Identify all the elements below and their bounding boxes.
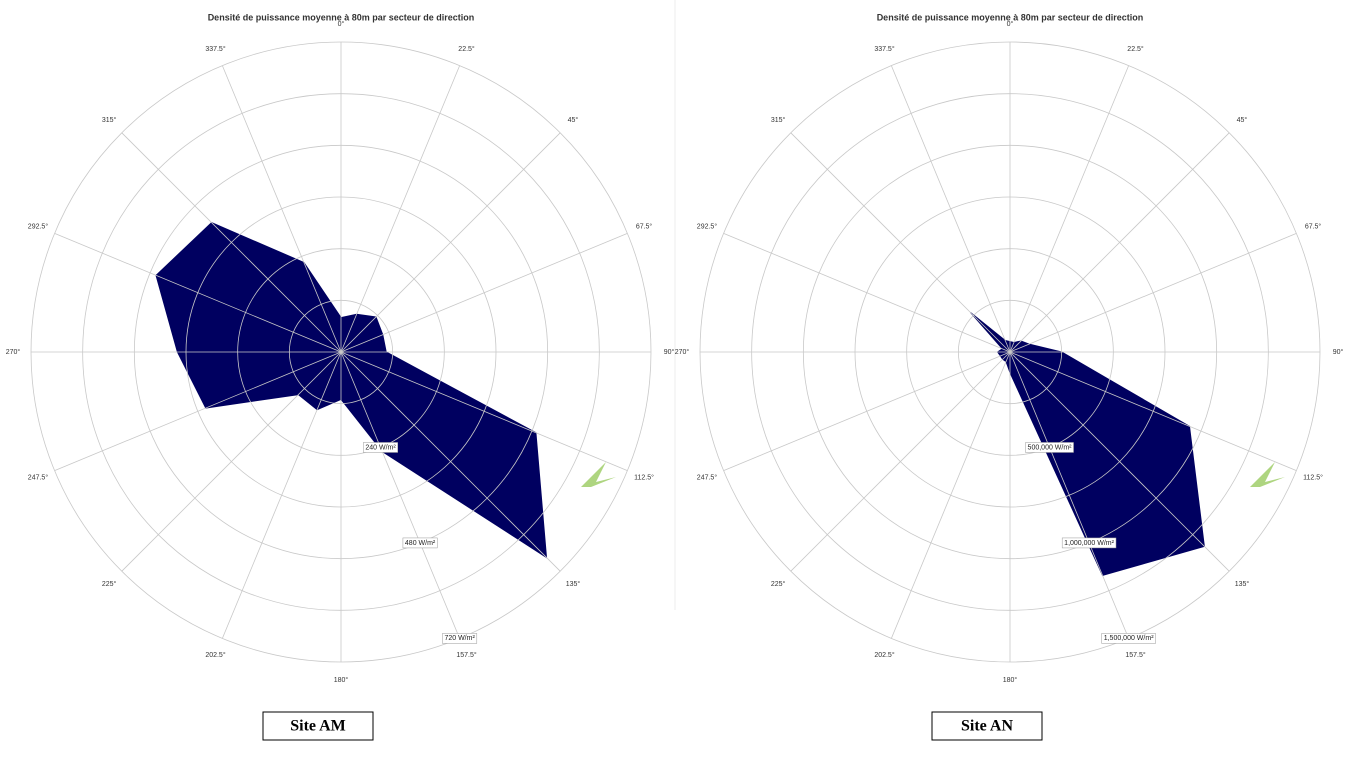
radial-tick-label: 1,500,000 W/m² (1104, 635, 1154, 642)
label-bg (402, 537, 438, 549)
direction-label: 45° (568, 116, 579, 124)
direction-label: 315° (102, 116, 117, 124)
direction-label: 157.5° (456, 651, 477, 659)
spoke (790, 351, 1011, 572)
label-bg (363, 442, 398, 453)
logo (1250, 462, 1285, 487)
logo (581, 462, 616, 487)
radial-tick-label: 500,000 W/m² (1028, 444, 1073, 451)
direction-label: 225° (102, 580, 117, 588)
direction-label: 22.5° (458, 45, 475, 53)
spoke (790, 132, 1011, 353)
radial-tick-label: 480 W/m² (405, 540, 436, 547)
spoke (221, 351, 342, 639)
spoke (1009, 232, 1297, 353)
spoke (1009, 351, 1297, 472)
radial-label: 720 W/m² (442, 633, 478, 644)
spoke (121, 132, 342, 353)
direction-label: 67.5° (1305, 222, 1322, 230)
direction-label: 180° (334, 676, 349, 684)
spoke (723, 351, 1011, 472)
radial-label: 1,500,000 W/m² (1101, 633, 1156, 644)
caption: Site AN (961, 718, 1013, 735)
label-bg (1061, 537, 1117, 549)
radial-label: 1,000,000 W/m² (1061, 537, 1117, 549)
direction-label: 67.5° (636, 222, 653, 230)
direction-label: 135° (1235, 580, 1250, 588)
spoke (121, 351, 342, 572)
chart-title: Densité de puissance moyenne à 80m par s… (208, 12, 475, 22)
radial-tick-label: 720 W/m² (444, 635, 475, 642)
direction-label: 315° (771, 116, 786, 124)
direction-label: 0° (338, 20, 345, 28)
direction-label: 135° (566, 580, 581, 588)
direction-label: 247.5° (28, 473, 49, 481)
spoke (890, 351, 1011, 639)
radial-tick-label: 1,000,000 W/m² (1064, 540, 1114, 547)
spoke (723, 232, 1011, 353)
direction-label: 0° (1007, 20, 1014, 28)
spoke (340, 351, 461, 639)
spoke (340, 232, 628, 353)
direction-label: 337.5° (205, 45, 226, 53)
spoke (340, 351, 561, 572)
direction-label: 112.5° (1303, 473, 1323, 481)
spoke (340, 65, 461, 353)
direction-label: 292.5° (697, 222, 718, 230)
direction-label: 270° (675, 348, 690, 356)
label-bg (1101, 633, 1156, 644)
caption: Site AM (290, 718, 346, 735)
radial-label: 500,000 W/m² (1025, 442, 1074, 453)
direction-label: 90° (664, 348, 675, 356)
spoke (340, 132, 561, 353)
direction-label: 22.5° (1127, 45, 1144, 53)
direction-label: 157.5° (1125, 651, 1146, 659)
direction-label: 202.5° (874, 651, 895, 659)
caption-box (262, 711, 374, 741)
spoke (890, 65, 1011, 353)
direction-label: 45° (1237, 116, 1248, 124)
spoke (54, 351, 342, 472)
direction-label: 337.5° (874, 45, 895, 53)
direction-label: 202.5° (205, 651, 226, 659)
radial-tick-label: 240 W/m² (365, 444, 396, 451)
direction-label: 247.5° (697, 473, 718, 481)
label-bg (442, 633, 478, 644)
chart-title: Densité de puissance moyenne à 80m par s… (877, 12, 1144, 22)
data-area (155, 222, 548, 559)
radial-label: 480 W/m² (402, 537, 438, 549)
spoke (54, 232, 342, 353)
spoke (221, 65, 342, 353)
spoke (1009, 351, 1130, 639)
direction-label: 225° (771, 580, 786, 588)
spoke (1009, 132, 1230, 353)
spoke (340, 351, 628, 472)
spoke (1009, 65, 1130, 353)
direction-label: 270° (6, 348, 21, 356)
direction-label: 112.5° (634, 473, 654, 481)
spoke (1009, 351, 1230, 572)
direction-label: 90° (1333, 348, 1344, 356)
label-bg (1025, 442, 1074, 453)
caption-box (931, 711, 1043, 741)
direction-label: 180° (1003, 676, 1018, 684)
radial-label: 240 W/m² (363, 442, 398, 453)
direction-label: 292.5° (28, 222, 49, 230)
